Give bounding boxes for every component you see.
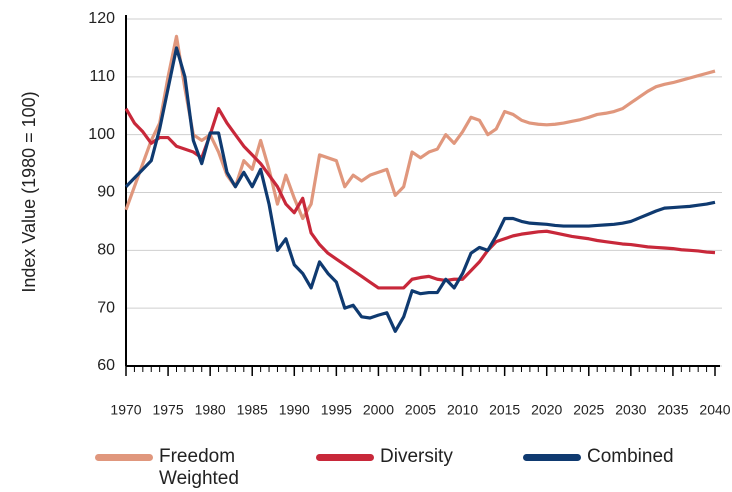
x-tick-label: 2030 xyxy=(615,402,646,418)
y-tick-label: 90 xyxy=(97,184,115,201)
x-tick-label: 2020 xyxy=(531,402,562,418)
x-tick-label: 2010 xyxy=(447,402,478,418)
x-tick-label: 1995 xyxy=(321,402,352,418)
y-axis-label: Index Value (1980 = 100) xyxy=(19,91,39,292)
x-tick-label: 2040 xyxy=(699,402,730,418)
series-line xyxy=(124,34,716,221)
legend-swatch xyxy=(523,454,581,461)
x-tick-label: 1970 xyxy=(110,402,141,418)
legend-swatch xyxy=(95,454,153,461)
y-tick-label: 70 xyxy=(97,299,115,316)
legend-item: Freedom Weighted xyxy=(95,446,249,490)
x-tick-label: 2005 xyxy=(405,402,436,418)
y-tick-label: 100 xyxy=(88,126,115,143)
x-tick-label: 1980 xyxy=(195,402,226,418)
y-tick-label: 120 xyxy=(88,10,115,27)
plot: Index Value (1980 = 100) 60 70 80 90 100 110 1… xyxy=(19,10,731,418)
x-tick-label: 2000 xyxy=(363,402,394,418)
series-line xyxy=(124,46,716,333)
legend-item: Combined xyxy=(523,446,674,468)
series-line xyxy=(124,107,716,290)
x-tick-label: 1990 xyxy=(279,402,310,418)
x-tick-label: 1975 xyxy=(152,402,183,418)
y-tick-label: 60 xyxy=(97,357,115,374)
legend-label: Combined xyxy=(587,446,674,467)
y-tick-label: 110 xyxy=(89,68,115,85)
legend-label: Freedom Weighted xyxy=(159,446,239,489)
legend-item: Diversity xyxy=(316,446,453,468)
x-tick-label: 2015 xyxy=(489,402,520,418)
legend-swatch xyxy=(316,454,374,461)
legend-label: Diversity xyxy=(380,446,453,467)
x-tick-label: 2025 xyxy=(573,402,604,418)
y-tick-label: 80 xyxy=(97,242,115,259)
x-tick-label: 1985 xyxy=(237,402,268,418)
x-tick-label: 2035 xyxy=(657,402,688,418)
